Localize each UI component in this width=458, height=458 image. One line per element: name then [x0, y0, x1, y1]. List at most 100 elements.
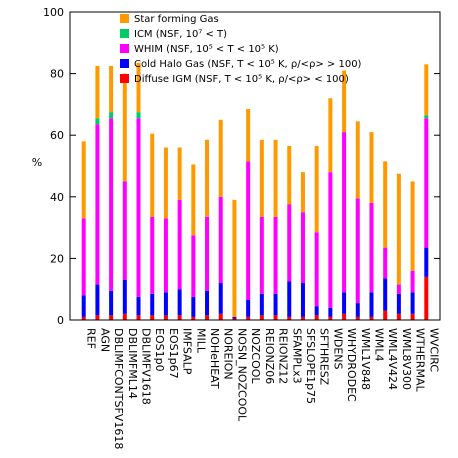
- bar-segment: [424, 276, 429, 320]
- bar-segment: [342, 132, 347, 293]
- bar-segment: [177, 147, 182, 200]
- bar-segment: [342, 292, 347, 314]
- bar-segment: [300, 283, 305, 317]
- bar-segment: [95, 124, 100, 285]
- bar-segment: [424, 118, 429, 248]
- bar-segment: [273, 139, 278, 217]
- bar-segment: [410, 270, 415, 293]
- y-tick-label: 0: [57, 314, 64, 327]
- x-tick-label: REIONZ06: [263, 328, 276, 384]
- x-tick-label: REIONZ12: [277, 328, 290, 384]
- bar-segment: [328, 316, 333, 320]
- bar-segment: [314, 306, 319, 316]
- x-tick-label: AGN: [98, 328, 111, 352]
- bar-segment: [150, 315, 155, 320]
- x-tick-label: EOS1p0: [153, 328, 166, 372]
- y-tick-label: 100: [43, 6, 64, 19]
- bar-segment: [300, 316, 305, 320]
- bar-segment: [81, 295, 86, 317]
- x-tick-label: WTHERMAL: [414, 328, 427, 392]
- bar-segment: [383, 278, 388, 311]
- bar-segment: [81, 141, 86, 219]
- bar-segment: [259, 139, 264, 217]
- bar-segment: [191, 296, 196, 317]
- bar-segment: [163, 315, 168, 320]
- bar-segment: [396, 284, 401, 294]
- bar-segment: [424, 247, 429, 277]
- bar-segment: [287, 145, 292, 205]
- bar-segment: [396, 173, 401, 285]
- y-tick-label: 20: [50, 252, 64, 265]
- x-tick-label: WML8V300: [400, 328, 413, 390]
- bar-segment: [205, 315, 210, 320]
- y-axis-label: %: [32, 156, 42, 169]
- x-tick-label: REF: [85, 328, 98, 349]
- bar-segment: [136, 118, 141, 297]
- bar-segment: [177, 199, 182, 290]
- bar-segment: [109, 118, 114, 291]
- y-tick-label: 80: [50, 68, 64, 81]
- legend-label: WHIM (NSF, 10⁵ < T < 10⁵ K): [134, 44, 279, 55]
- bar-segment: [287, 316, 292, 320]
- bar-segment: [273, 293, 278, 316]
- bar-segment: [109, 112, 114, 119]
- bar-segment: [218, 119, 223, 197]
- bar-segment: [410, 313, 415, 320]
- bar-segment: [259, 315, 264, 320]
- bar-segment: [246, 161, 251, 300]
- bar-segment: [232, 318, 237, 320]
- x-axis-ticks: REF AGN DBLIMFCONTSFV1618 DBLIMFML14 DBLIMFV…: [85, 328, 441, 449]
- x-tick-label: WVCIRC: [427, 328, 440, 372]
- bar-segment: [218, 313, 223, 320]
- bar-segment: [150, 133, 155, 217]
- bar-segment: [205, 139, 210, 217]
- legend-swatch: [120, 14, 129, 23]
- bar-segment: [150, 216, 155, 294]
- bar-segment: [95, 284, 100, 316]
- bar-segment: [81, 316, 86, 320]
- legend-label: ICM (NSF, 10⁷ < T): [134, 29, 227, 40]
- bar-segment: [122, 181, 127, 280]
- bar-segment: [273, 315, 278, 320]
- bar-segment: [328, 307, 333, 317]
- x-tick-label: SFSLOPE1p75: [304, 328, 317, 404]
- bar-segment: [177, 315, 182, 320]
- x-tick-label: NOREION: [222, 328, 235, 380]
- bar-segment: [287, 281, 292, 317]
- bar-segment: [259, 216, 264, 294]
- bar-segment: [287, 204, 292, 282]
- bar-segment: [109, 315, 114, 320]
- bar-segment: [218, 283, 223, 314]
- bar-segment: [369, 316, 374, 320]
- bar-segment: [109, 65, 114, 113]
- bar-segment: [136, 296, 141, 316]
- x-tick-label: DBLIMFCONTSFV1618: [112, 328, 125, 449]
- bar-segment: [232, 316, 237, 319]
- bar-segment: [369, 202, 374, 293]
- bar-segment: [300, 172, 305, 213]
- x-tick-label: EOS1p67: [167, 328, 180, 379]
- y-axis-ticks: 0 20 40 60 80 100: [43, 6, 440, 327]
- legend: Star forming Gas ICM (NSF, 10⁷ < T) WHIM (…: [120, 14, 362, 85]
- bar-segment: [246, 109, 251, 162]
- bars-group: [81, 62, 429, 320]
- bar-segment: [122, 313, 127, 320]
- bar-segment: [191, 164, 196, 236]
- bar-segment: [232, 199, 237, 317]
- bar-segment: [314, 315, 319, 320]
- bar-segment: [410, 181, 415, 271]
- bar-segment: [314, 145, 319, 233]
- legend-label: Cold Halo Gas (NSF, T < 10⁵ K, ρ/<ρ> > 1…: [134, 59, 362, 70]
- bar-segment: [328, 172, 333, 308]
- x-tick-label: IMFSALP: [181, 328, 194, 375]
- x-tick-label: SFAMPLx3: [290, 328, 303, 384]
- bar-segment: [95, 315, 100, 320]
- bar-segment: [300, 212, 305, 284]
- x-tick-label: WHYDRODEC: [345, 328, 358, 402]
- bar-segment: [355, 316, 360, 320]
- bar-segment: [424, 115, 429, 119]
- legend-swatch: [120, 59, 129, 68]
- bar-segment: [383, 161, 388, 248]
- bar-segment: [396, 313, 401, 320]
